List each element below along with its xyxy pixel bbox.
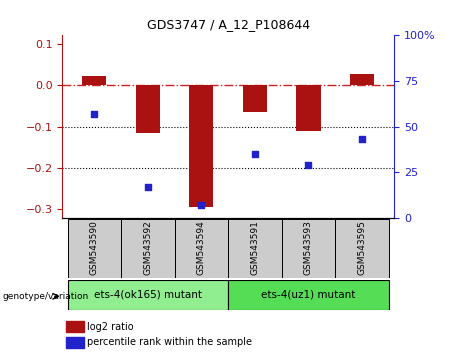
Point: [358, 137, 366, 142]
Title: GDS3747 / A_12_P108644: GDS3747 / A_12_P108644: [147, 18, 310, 32]
Bar: [189, 85, 213, 207]
Text: GSM543595: GSM543595: [358, 220, 366, 275]
Bar: [65, 321, 84, 332]
Point: [251, 151, 259, 157]
Bar: [68, 280, 228, 310]
Bar: [282, 219, 335, 278]
Text: GSM543592: GSM543592: [143, 220, 153, 275]
Bar: [136, 85, 160, 133]
Bar: [296, 85, 320, 131]
Text: percentile rank within the sample: percentile rank within the sample: [87, 337, 252, 348]
Bar: [175, 219, 228, 278]
Bar: [68, 219, 121, 278]
Text: genotype/variation: genotype/variation: [2, 292, 89, 301]
Bar: [243, 85, 267, 112]
Text: GSM543591: GSM543591: [250, 220, 260, 275]
Bar: [65, 337, 84, 348]
Bar: [228, 219, 282, 278]
Text: log2 ratio: log2 ratio: [87, 321, 134, 332]
Bar: [350, 74, 374, 85]
Point: [91, 111, 98, 116]
Bar: [121, 219, 175, 278]
Bar: [228, 280, 389, 310]
Text: ets-4(uz1) mutant: ets-4(uz1) mutant: [261, 290, 356, 300]
Point: [305, 162, 312, 168]
Point: [198, 202, 205, 208]
Text: GSM543590: GSM543590: [90, 220, 99, 275]
Text: GSM543594: GSM543594: [197, 220, 206, 275]
Point: [144, 184, 152, 189]
Text: ets-4(ok165) mutant: ets-4(ok165) mutant: [94, 290, 202, 300]
Bar: [335, 219, 389, 278]
Bar: [83, 76, 106, 85]
Text: GSM543593: GSM543593: [304, 220, 313, 275]
